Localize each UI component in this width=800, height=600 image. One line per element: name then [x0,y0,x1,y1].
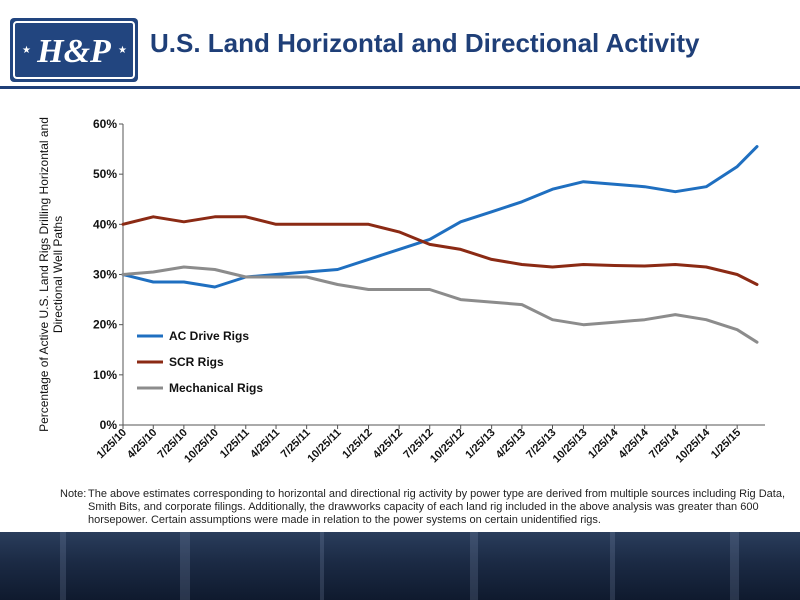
slide-header: H&P ★ ★ U.S. Land Horizontal and Directi… [0,0,800,92]
y-axis: 0% 10% 20% 30% 40% 50% 60% [93,117,124,432]
series-line-scr-rigs [121,215,759,286]
y-tick-label: 0% [100,418,118,432]
y-tick-label: 40% [93,217,117,231]
footnote-label: Note: [60,488,87,500]
y-tick-label: 50% [93,167,117,181]
x-tick-label: 10/25/11 [305,427,343,465]
y-tick-label: 30% [93,268,117,282]
page-title: U.S. Land Horizontal and Directional Act… [150,28,700,58]
series-line-mechanical-rigs [121,265,759,344]
footer-decoration [610,532,615,600]
legend-label: SCR Rigs [169,355,224,369]
logo-star-left-icon: ★ [22,45,31,56]
x-tick-label: 1/25/15 [709,427,743,461]
x-tick-label: 1/25/11 [218,427,252,461]
series-lines [121,145,759,344]
title-divider [0,86,800,89]
logo-star-right-icon: ★ [118,45,127,56]
logo-text: H&P [36,33,111,70]
x-tick-label: 10/25/10 [182,427,221,466]
chart-legend: AC Drive Rigs SCR Rigs Mechanical Rigs [131,324,271,408]
logo-plate [10,18,138,82]
footer-decoration [470,532,478,600]
company-logo: H&P ★ ★ [10,18,138,82]
x-tick-label: 10/25/12 [428,427,467,466]
footer-decoration [60,532,66,600]
x-tick-label: 4/25/14 [616,426,651,461]
y-tick-label: 10% [93,368,117,382]
logo-frame [13,21,135,79]
x-tick-label: 4/25/12 [371,427,405,461]
x-tick-label: 4/25/13 [494,427,528,461]
series-line-ac-drive-rigs [121,145,759,289]
x-tick-label: 1/25/13 [463,427,497,461]
x-tick-label: 1/25/14 [586,426,621,461]
y-axis-label-line: Directional Well Paths [51,216,65,333]
x-tick-label: 4/25/10 [125,427,159,461]
footnote-text: The above estimates corresponding to hor… [88,488,786,526]
footer-decoration [180,532,190,600]
x-tick-label: 1/25/12 [340,427,374,461]
legend-background [131,324,271,408]
x-tick-label: 4/25/11 [248,427,282,461]
legend-label: Mechanical Rigs [169,381,263,395]
legend-label: AC Drive Rigs [169,329,249,343]
footer-decoration [730,532,739,600]
y-axis-label-line: Percentage of Active U.S. Land Rigs Dril… [37,117,51,432]
footer-decoration [320,532,324,600]
x-tick-label: 10/25/14 [674,426,713,465]
y-tick-label: 60% [93,117,117,131]
line-chart: Percentage of Active U.S. Land Rigs Dril… [37,117,765,466]
x-axis: 1/25/104/25/107/25/1010/25/101/25/114/25… [95,424,765,466]
y-tick-label: 20% [93,318,117,332]
y-axis-label: Percentage of Active U.S. Land Rigs Dril… [37,117,65,432]
footer-banner [0,532,800,600]
x-tick-label: 10/25/13 [551,427,590,466]
